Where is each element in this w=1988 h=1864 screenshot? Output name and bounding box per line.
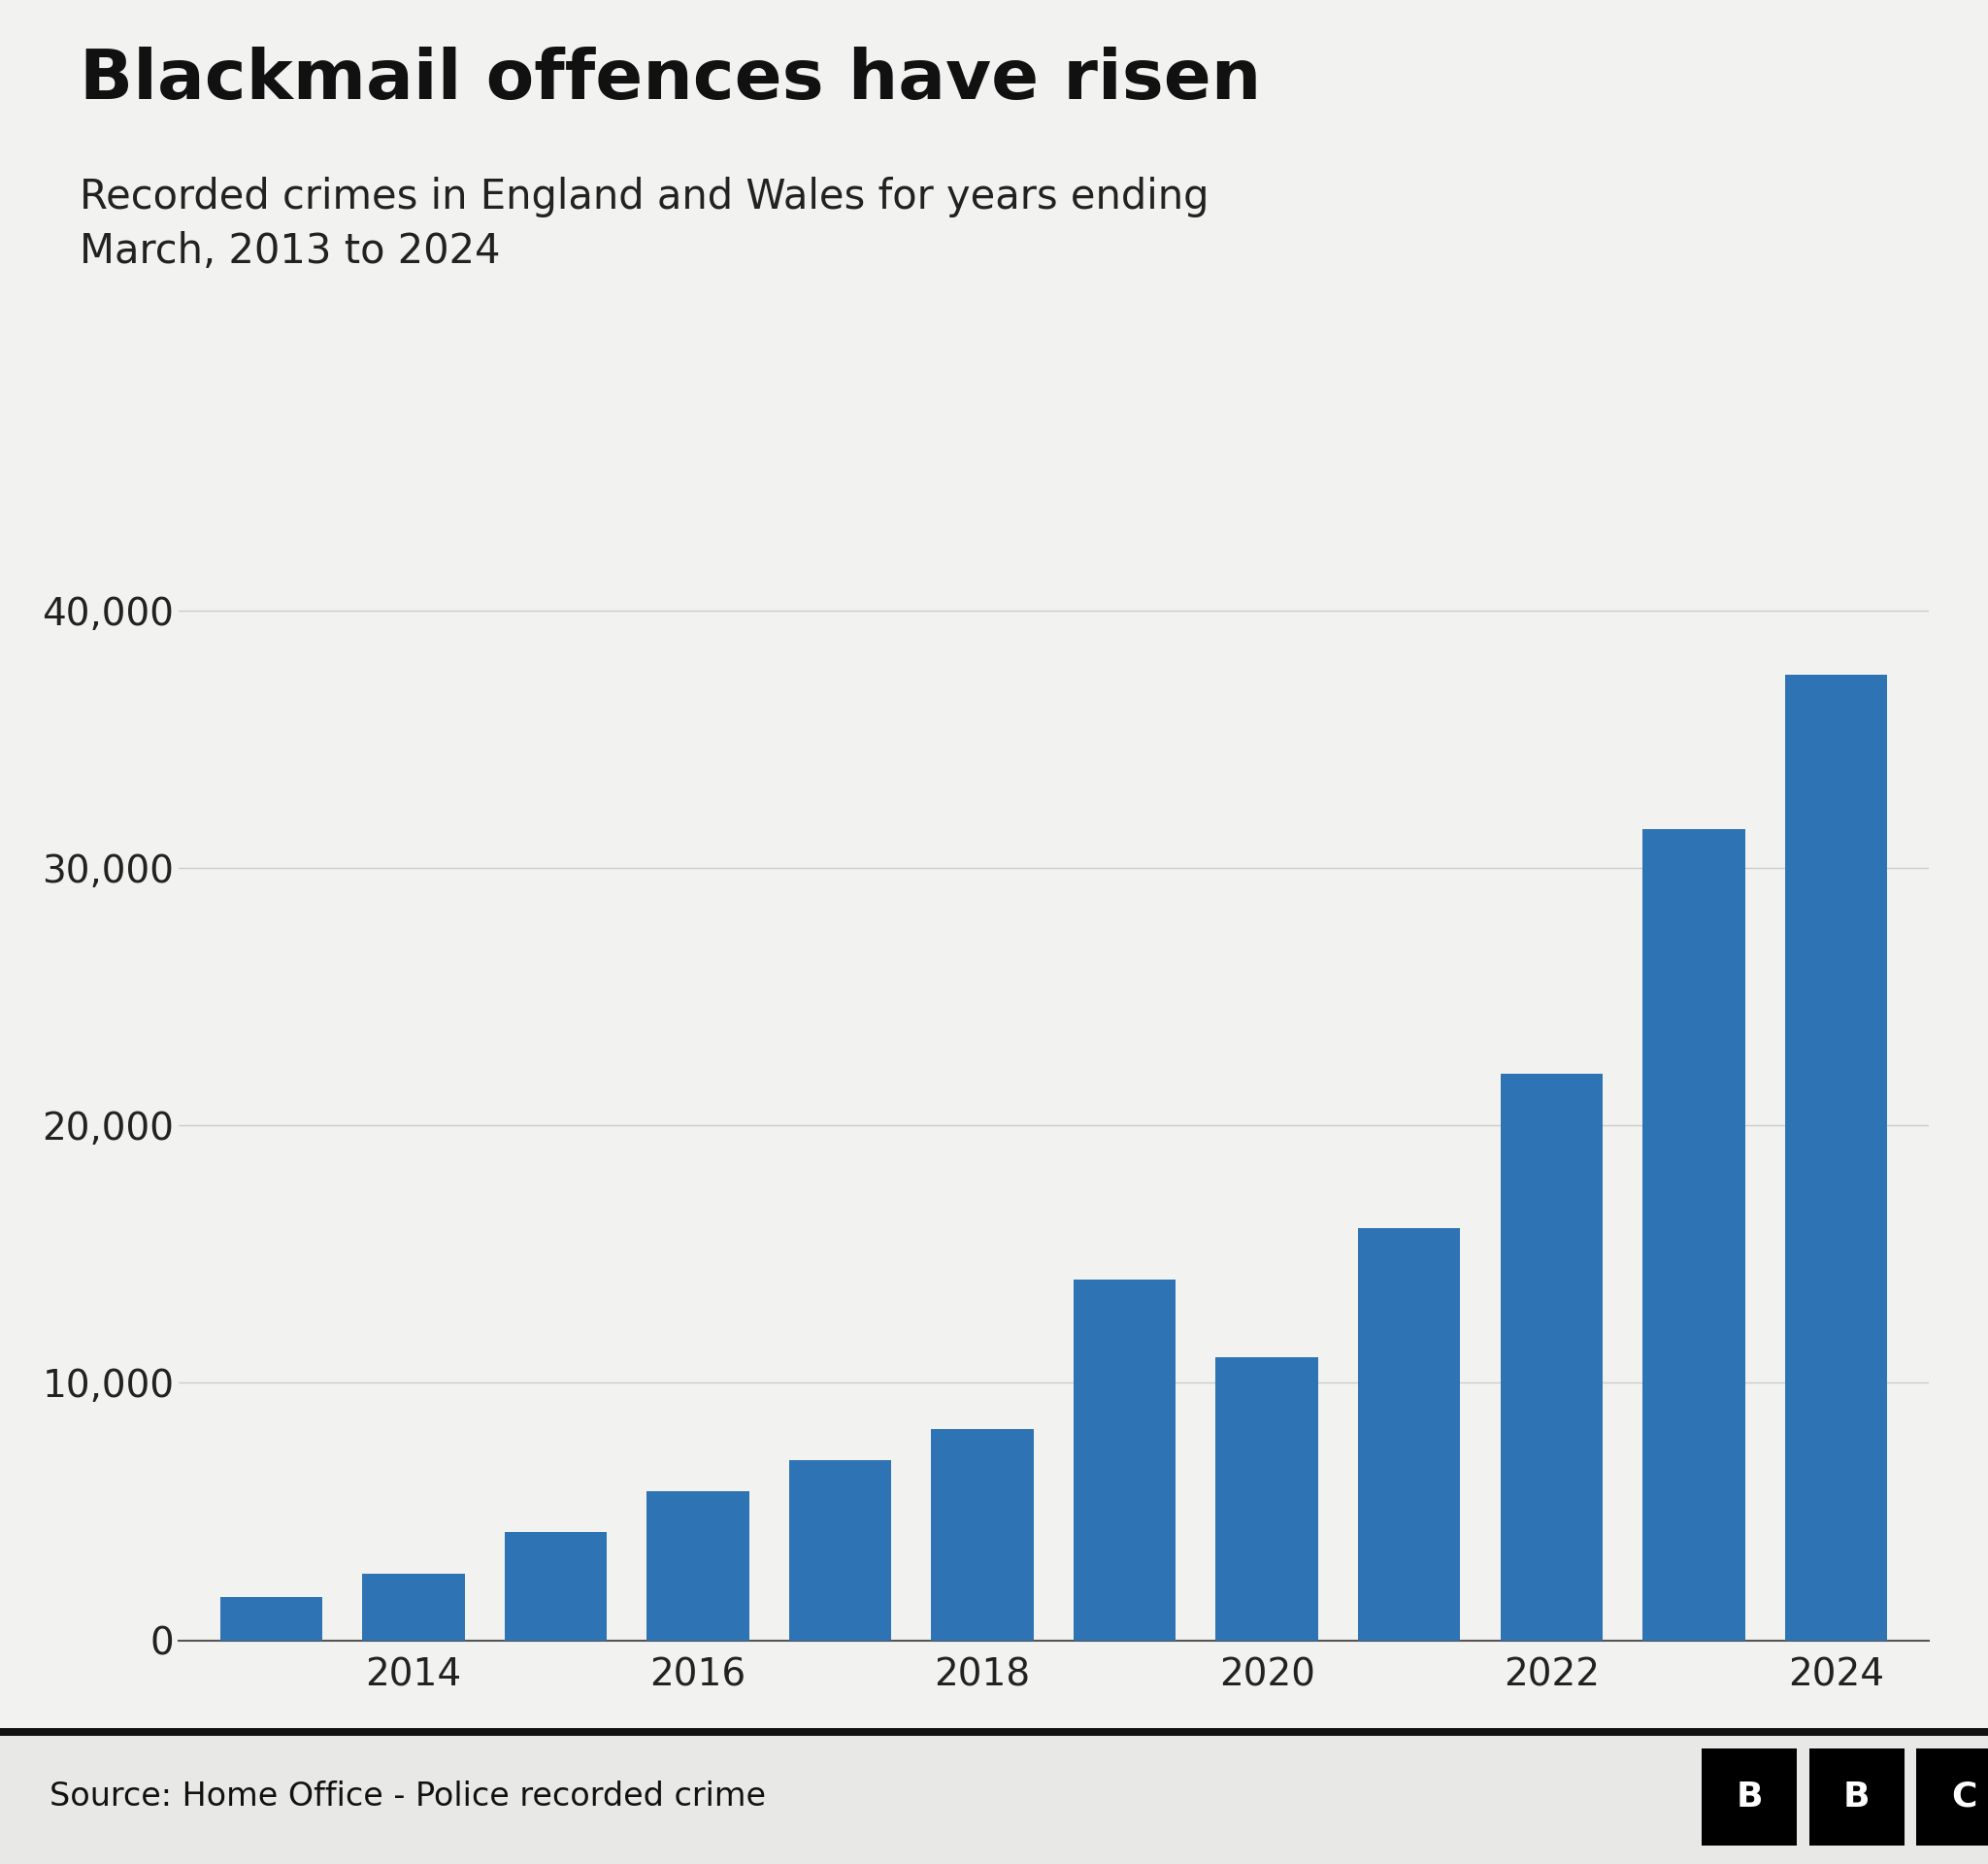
Bar xyxy=(646,1491,749,1640)
Bar xyxy=(1916,1748,1988,1845)
Bar xyxy=(930,1430,1034,1640)
Bar xyxy=(1217,1357,1318,1640)
Text: C: C xyxy=(1952,1780,1976,1814)
Text: B: B xyxy=(1843,1780,1871,1814)
Bar xyxy=(362,1573,465,1640)
Bar xyxy=(789,1460,891,1640)
Bar xyxy=(1501,1074,1602,1640)
Text: B: B xyxy=(1736,1780,1763,1814)
Text: Blackmail offences have risen: Blackmail offences have risen xyxy=(80,47,1260,114)
Bar xyxy=(1785,675,1887,1640)
Bar xyxy=(221,1597,322,1640)
Bar xyxy=(1809,1748,1905,1845)
Bar xyxy=(1702,1748,1797,1845)
Text: Recorded crimes in England and Wales for years ending
March, 2013 to 2024: Recorded crimes in England and Wales for… xyxy=(80,177,1209,272)
Bar xyxy=(1358,1228,1461,1640)
Bar xyxy=(505,1532,606,1640)
Bar xyxy=(1074,1281,1177,1640)
Text: Source: Home Office - Police recorded crime: Source: Home Office - Police recorded cr… xyxy=(50,1780,765,1814)
Bar xyxy=(1642,829,1745,1640)
